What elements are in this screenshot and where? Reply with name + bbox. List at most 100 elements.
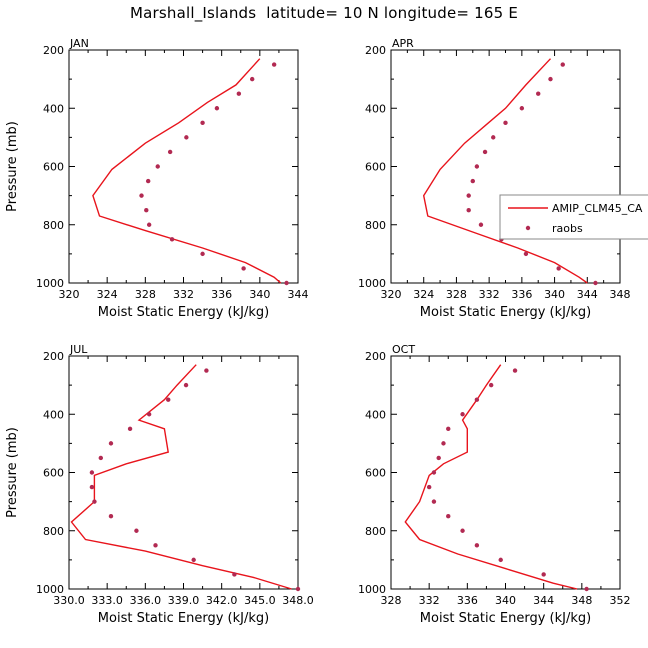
data-point-raobs <box>431 470 437 475</box>
data-point-raobs <box>184 135 189 140</box>
data-point-raobs <box>145 178 151 184</box>
series-line-model <box>404 364 578 590</box>
data-point-raobs <box>295 586 301 592</box>
page-title: Marshall_Islands latitude= 10 N longitud… <box>129 4 519 22</box>
data-point-raobs <box>593 280 598 286</box>
x-tick-label: 340 <box>544 288 565 301</box>
data-point-raobs <box>236 91 242 96</box>
data-point-raobs <box>241 266 246 271</box>
data-point-raobs <box>250 76 255 82</box>
data-point-raobs <box>98 455 104 461</box>
data-point-raobs <box>474 397 480 402</box>
x-axis-label: Moist Static Energy (kJ/kg) <box>98 305 269 320</box>
legend-marker-swatch <box>525 225 531 231</box>
data-point-raobs <box>478 222 484 227</box>
data-point-raobs <box>200 120 205 126</box>
data-point-raobs <box>441 441 446 446</box>
y-tick-label: 200 <box>43 350 64 363</box>
plot-frame <box>68 49 299 284</box>
data-point-raobs <box>214 106 220 111</box>
data-point-raobs <box>460 528 465 533</box>
data-point-raobs <box>436 455 441 461</box>
x-tick-label: 344 <box>577 288 598 301</box>
data-point-raobs <box>155 164 160 169</box>
data-point-raobs <box>523 251 529 257</box>
data-point-raobs <box>153 543 158 548</box>
data-point-raobs <box>548 76 553 82</box>
y-tick-label: 800 <box>365 525 386 538</box>
y-tick-label: 800 <box>43 525 64 538</box>
data-point-raobs <box>466 193 471 198</box>
y-tick-label: 1000 <box>358 583 386 596</box>
data-point-raobs <box>139 193 144 198</box>
data-point-raobs <box>536 91 541 96</box>
x-tick-label: 328 <box>381 594 402 607</box>
y-tick-label: 200 <box>43 44 64 57</box>
data-point-raobs <box>541 572 546 577</box>
y-tick-label: 400 <box>365 102 386 115</box>
data-point-raobs <box>232 572 237 577</box>
y-tick-label: 200 <box>365 350 386 363</box>
y-tick-label: 600 <box>365 161 386 174</box>
data-point-raobs <box>460 412 465 417</box>
data-point-raobs <box>584 586 589 592</box>
x-axis-label: Moist Static Energy (kJ/kg) <box>98 611 269 626</box>
data-point-raobs <box>183 382 189 388</box>
data-point-raobs <box>271 62 277 67</box>
y-tick-label: 400 <box>365 408 386 421</box>
data-point-raobs <box>146 412 152 417</box>
x-tick-label: 324 <box>413 288 434 301</box>
data-point-raobs <box>474 543 480 548</box>
data-point-raobs <box>560 62 565 67</box>
y-tick-label: 800 <box>365 219 386 232</box>
data-point-raobs <box>92 499 97 504</box>
x-tick-label: 348 <box>610 288 631 301</box>
x-tick-label: 340 <box>495 594 516 607</box>
x-tick-label: 340 <box>249 288 270 301</box>
data-point-raobs <box>446 513 451 519</box>
data-point-raobs <box>108 441 114 446</box>
x-tick-label: 332 <box>173 288 194 301</box>
legend-box <box>499 194 648 240</box>
data-point-raobs <box>470 178 475 184</box>
x-tick-label: 320 <box>59 288 80 301</box>
x-tick-label: 345.0 <box>244 594 276 607</box>
data-point-raobs <box>446 426 451 432</box>
x-tick-label: 328 <box>446 288 467 301</box>
data-point-raobs <box>431 499 437 504</box>
data-point-raobs <box>144 207 149 213</box>
data-point-raobs <box>127 426 133 432</box>
data-point-raobs <box>167 149 173 155</box>
x-tick-label: 336 <box>457 594 478 607</box>
data-point-raobs <box>134 528 139 533</box>
x-tick-label: 332 <box>479 288 500 301</box>
x-tick-label: 330.0 <box>53 594 85 607</box>
data-point-raobs <box>519 106 525 111</box>
data-point-raobs <box>466 207 471 213</box>
x-tick-label: 336 <box>211 288 232 301</box>
x-tick-label: 336.0 <box>130 594 162 607</box>
x-tick-label: 332 <box>419 594 440 607</box>
data-point-raobs <box>200 251 205 257</box>
y-tick-label: 1000 <box>36 583 64 596</box>
panel-label: JAN <box>69 37 89 50</box>
x-tick-label: 333.0 <box>91 594 123 607</box>
x-tick-label: 348 <box>571 594 592 607</box>
data-point-raobs <box>482 149 488 155</box>
data-point-raobs <box>512 368 518 373</box>
x-tick-label: 336 <box>511 288 532 301</box>
x-tick-label: 339.0 <box>168 594 200 607</box>
series-line-model <box>422 58 588 284</box>
x-tick-label: 344 <box>288 288 309 301</box>
data-point-raobs <box>166 397 171 402</box>
data-point-raobs <box>146 222 152 227</box>
data-point-raobs <box>488 382 494 388</box>
data-point-raobs <box>284 280 289 286</box>
x-tick-label: 348.0 <box>282 594 314 607</box>
y-axis-label: Pressure (mb) <box>5 427 20 518</box>
